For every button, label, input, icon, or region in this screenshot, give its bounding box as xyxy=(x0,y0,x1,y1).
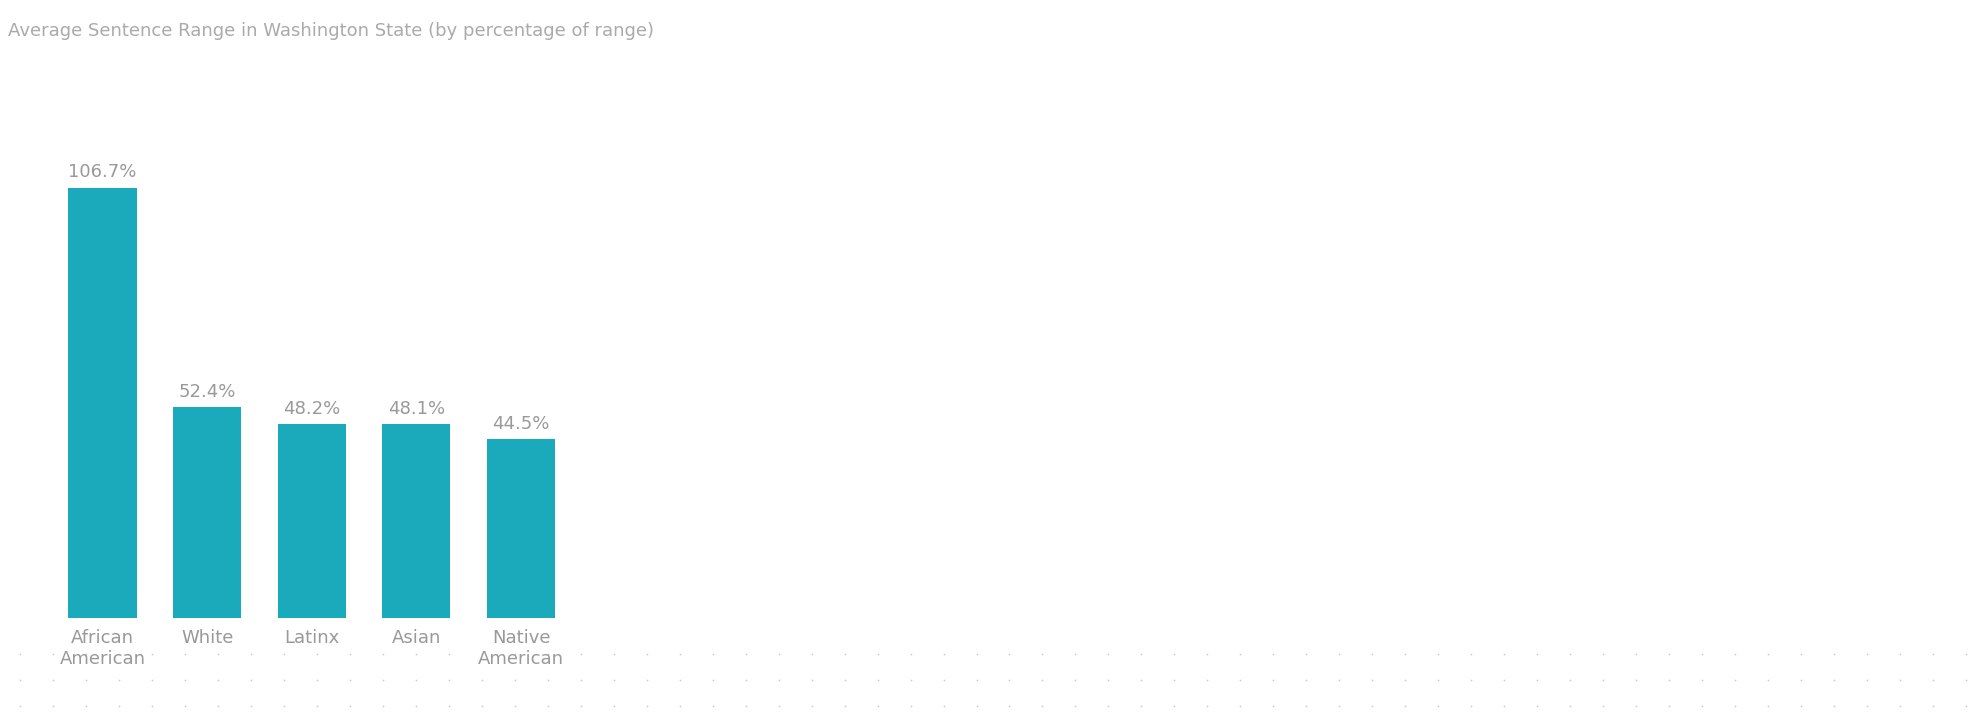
Bar xyxy=(383,424,451,618)
Text: 48.1%: 48.1% xyxy=(387,400,445,418)
Text: 44.5%: 44.5% xyxy=(493,415,550,433)
Bar xyxy=(173,407,240,618)
Bar xyxy=(278,423,346,618)
Bar xyxy=(487,439,554,618)
Text: Average Sentence Range in Washington State (by percentage of range): Average Sentence Range in Washington Sta… xyxy=(8,22,653,40)
Text: 106.7%: 106.7% xyxy=(68,163,137,181)
Bar xyxy=(68,188,137,618)
Text: 52.4%: 52.4% xyxy=(179,383,236,400)
Text: 48.2%: 48.2% xyxy=(284,400,340,418)
